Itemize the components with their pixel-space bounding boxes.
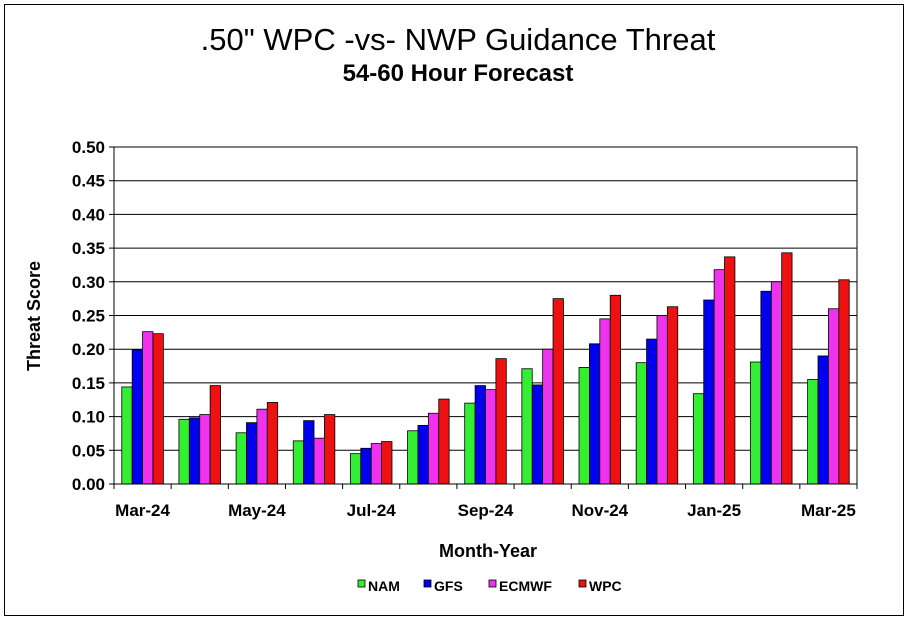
bar-nam-oct-24 xyxy=(521,368,533,485)
x-tick-label: Jul-24 xyxy=(347,501,397,520)
bar-wpc-jul-24 xyxy=(381,441,393,485)
y-tick-label: 0.10 xyxy=(72,408,105,427)
bar-ecmwf-feb-25 xyxy=(770,281,783,485)
legend-label-wpc: WPC xyxy=(589,578,622,594)
bar-ecmwf-sep-24 xyxy=(485,389,497,485)
bar-gfs-jun-24 xyxy=(303,420,315,485)
bar-nam-nov-24 xyxy=(578,366,590,485)
x-axis-label: Month-Year xyxy=(439,541,537,561)
x-tick-label: Sep-24 xyxy=(458,501,514,520)
bar-ecmwf-jun-24 xyxy=(313,437,325,485)
bar-nam-sep-24 xyxy=(464,402,476,485)
y-tick-label: 0.00 xyxy=(72,475,105,494)
y-tick-label: 0.45 xyxy=(72,172,105,191)
bar-nam-feb-25 xyxy=(750,361,762,485)
bar-ecmwf-jul-24 xyxy=(370,443,382,485)
bar-ecmwf-may-24 xyxy=(256,408,268,485)
x-tick-label: May-24 xyxy=(228,501,286,520)
legend-swatch-gfs xyxy=(423,579,432,588)
bar-nam-dec-24 xyxy=(635,362,647,485)
legend: NAM GFS ECMWF WPC xyxy=(357,578,622,594)
bar-wpc-dec-24 xyxy=(666,306,679,485)
bar-ecmwf-dec-24 xyxy=(656,315,668,485)
bar-gfs-may-24 xyxy=(246,422,258,485)
bar-wpc-may-24 xyxy=(266,402,279,485)
legend-swatch-nam xyxy=(357,579,366,588)
bar-wpc-aug-24 xyxy=(438,398,450,485)
bar-nam-mar-25 xyxy=(807,379,819,485)
bar-group xyxy=(121,252,850,485)
y-tick-label: 0.25 xyxy=(72,307,105,326)
bar-ecmwf-mar-24 xyxy=(142,331,154,485)
y-axis-ticks: 0.00 0.05 0.10 0.15 0.20 0.25 0.30 0.35 0.40 0.45… xyxy=(72,138,114,494)
y-tick-label: 0.50 xyxy=(72,138,105,157)
y-tick-label: 0.20 xyxy=(72,340,105,359)
bar-gfs-dec-24 xyxy=(646,338,658,485)
y-tick-label: 0.15 xyxy=(72,374,105,393)
x-tick-label: Nov-24 xyxy=(571,501,628,520)
chart-title: .50" WPC -vs- NWP Guidance Threat xyxy=(201,22,716,57)
bar-gfs-jul-24 xyxy=(360,447,372,485)
bar-nam-jun-24 xyxy=(292,440,305,485)
bar-gfs-aug-24 xyxy=(417,424,429,485)
bar-gfs-jan-25 xyxy=(703,299,715,485)
bar-nam-aug-24 xyxy=(407,430,419,485)
bar-ecmwf-aug-24 xyxy=(427,412,440,485)
bar-wpc-mar-25 xyxy=(838,279,850,485)
bar-gfs-apr-24 xyxy=(188,417,201,485)
bar-gfs-feb-25 xyxy=(760,290,772,485)
bar-gfs-sep-24 xyxy=(474,385,486,485)
legend-label-nam: NAM xyxy=(368,578,400,594)
bar-nam-mar-24 xyxy=(121,386,133,485)
bar-gfs-mar-24 xyxy=(131,349,143,485)
bar-ecmwf-nov-24 xyxy=(599,318,611,485)
bar-nam-jul-24 xyxy=(349,453,362,485)
legend-label-ecmwf: ECMWF xyxy=(499,578,552,594)
x-tick-label: Mar-24 xyxy=(115,501,170,520)
y-tick-label: 0.35 xyxy=(72,239,105,258)
bar-wpc-sep-24 xyxy=(495,358,507,485)
x-axis-ticks: Mar-24 May-24 Jul-24 Sep-24 Nov-24 Jan-25 Mar-… xyxy=(113,484,858,520)
bar-wpc-feb-25 xyxy=(781,252,793,485)
x-tick-label: Mar-25 xyxy=(801,501,856,520)
chart-subtitle: 54-60 Hour Forecast xyxy=(343,60,574,87)
y-tick-label: 0.05 xyxy=(72,441,105,460)
y-tick-label: 0.40 xyxy=(72,205,105,224)
y-tick-label: 0.30 xyxy=(72,273,105,292)
y-axis-label: Threat Score xyxy=(24,261,44,371)
bar-gfs-mar-25 xyxy=(817,355,829,485)
bar-wpc-mar-24 xyxy=(152,333,164,485)
bar-nam-jan-25 xyxy=(692,393,705,485)
chart-frame xyxy=(4,4,904,616)
bar-wpc-jun-24 xyxy=(324,414,336,485)
bar-wpc-apr-24 xyxy=(209,385,221,485)
legend-swatch-ecmwf xyxy=(488,579,497,588)
bar-ecmwf-apr-24 xyxy=(199,414,211,485)
bar-wpc-oct-24 xyxy=(552,298,564,485)
bar-nam-may-24 xyxy=(235,432,247,485)
bar-ecmwf-jan-25 xyxy=(713,269,725,485)
bar-ecmwf-mar-25 xyxy=(828,308,840,485)
bar-gfs-oct-24 xyxy=(531,384,544,485)
bar-wpc-jan-25 xyxy=(724,256,736,485)
bar-ecmwf-oct-24 xyxy=(542,348,554,485)
bar-gfs-nov-24 xyxy=(589,343,601,485)
bar-nam-apr-24 xyxy=(178,418,190,485)
legend-swatch-wpc xyxy=(578,579,587,588)
bar-wpc-nov-24 xyxy=(609,294,622,485)
legend-label-gfs: GFS xyxy=(434,578,463,594)
x-tick-label: Jan-25 xyxy=(687,501,741,520)
